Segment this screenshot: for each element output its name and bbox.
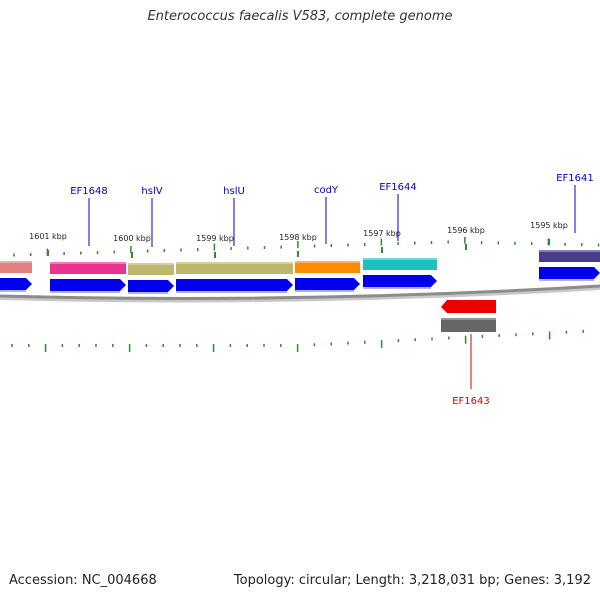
gene-labels: EF1648 hslV hslU codY EF1644 EF1641 EF1643 [70,173,594,407]
cds-arrow [363,275,437,287]
backbone-shadow [0,286,600,303]
reverse-gene-box [441,318,496,332]
genome-backbone [0,284,600,300]
gene-label-hslu: hslU [223,186,245,197]
gene-box [128,263,174,275]
minor-ticks-top [13,236,600,257]
gene-box [176,262,293,274]
kbp-tick-label: 1595 kbp [530,221,568,230]
gene-box [295,261,360,273]
gene-label-ef1641: EF1641 [556,173,594,184]
gene-box-highlight [363,258,437,260]
kbp-tick-label: 1597 kbp [363,229,401,238]
kbp-tick-label: 1599 kbp [196,234,234,243]
cds-arrow [176,279,293,291]
gene-label-ef1648: EF1648 [70,186,108,197]
topology-label: Topology: circular; Length: 3,218,031 bp… [233,573,591,588]
cds-arrow [50,279,126,291]
gene-box-highlight [176,262,293,264]
kbp-ticks: 1601 kbp 1600 kbp 1599 kbp 1598 kbp 1597 kbp… [29,221,568,258]
kbp-tick-label: 1601 kbp [29,232,67,241]
cds-arrow [0,278,32,290]
gene-label-ef1643: EF1643 [452,396,490,407]
gene-box [363,258,437,270]
gene-box-highlight [539,250,600,252]
kbp-tick-label: 1598 kbp [279,233,317,242]
gene-label-hslv: hslV [141,186,162,197]
reverse-gene-box-highlight [441,318,496,320]
gene-features [0,250,600,332]
gene-label-ef1644: EF1644 [379,182,417,193]
kbp-tick-label: 1596 kbp [447,226,485,235]
map-title: Enterococcus faecalis V583, complete gen… [147,9,453,24]
gene-box-highlight [50,262,126,264]
minor-ticks-bottom [11,329,584,352]
gene-label-cody: codY [314,185,339,196]
reverse-cds-arrow [441,300,496,313]
cds-arrow [539,267,600,279]
gene-box-highlight [0,261,32,263]
gene-box-highlight [128,263,174,265]
gene-box [539,250,600,262]
gene-box-highlight [295,261,360,263]
gene-box [0,261,32,273]
accession-label: Accession: NC_004668 [9,573,157,588]
kbp-tick-label: 1600 kbp [113,234,151,243]
cds-arrow [128,280,174,292]
cds-arrow [295,278,360,290]
gene-box [50,262,126,274]
